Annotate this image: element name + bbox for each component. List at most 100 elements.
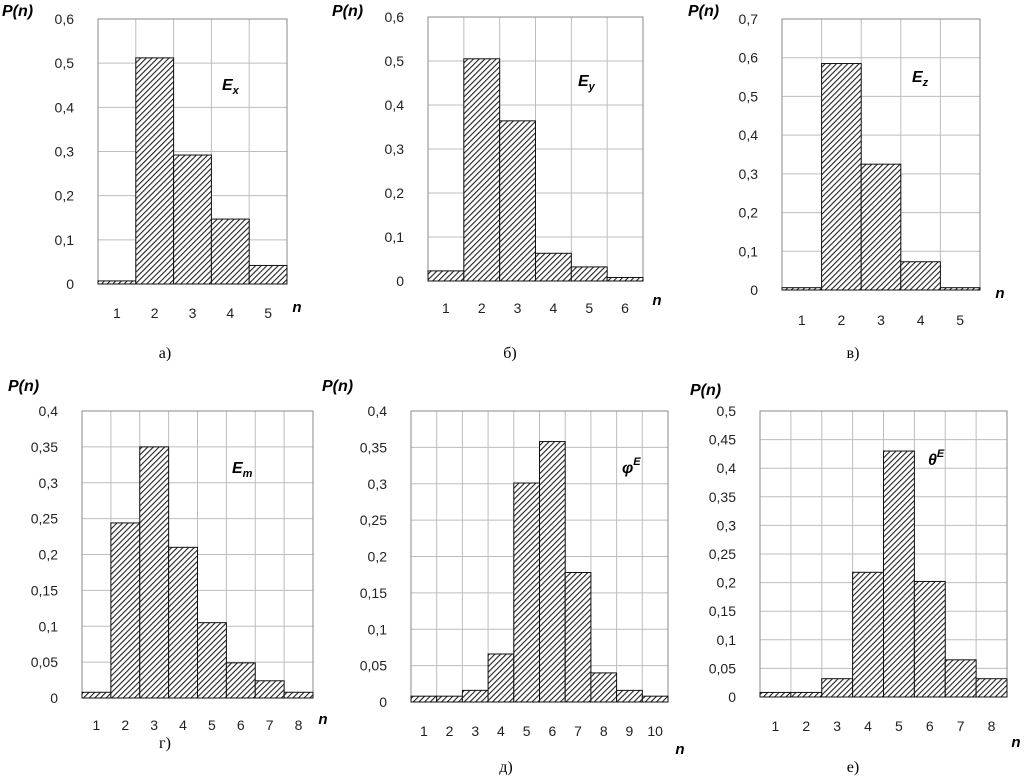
x-tick-label: 2 <box>478 300 486 316</box>
y-tick-label: 0,3 <box>385 141 405 157</box>
y-tick-label: 0 <box>750 282 758 298</box>
x-tick-label: 3 <box>877 312 885 328</box>
y-tick-label: 0,35 <box>31 439 58 455</box>
panel-caption: в) <box>847 345 860 362</box>
y-axis-label: P(n) <box>690 382 721 399</box>
y-tick-label: 0,2 <box>39 547 59 563</box>
x-tick-label: 4 <box>226 305 234 321</box>
y-tick-label: 0,2 <box>385 185 405 201</box>
bar-5 <box>570 266 608 282</box>
chart-panel-2: 0 0,1 0,2 0,3 0,4 0,5 0,6 1 2 3 4 5 6 P(n) n Ey б) <box>332 3 662 362</box>
chart-panel-3: 0 0,1 0,2 0,3 0,4 0,5 0,6 0,7 1 2 3 4 5 P(n) n Ez в) <box>688 3 1005 362</box>
y-tick-label: 0,4 <box>717 460 737 476</box>
x-tick-label: 10 <box>647 723 663 739</box>
bar-3 <box>860 163 902 291</box>
y-tick-label: 0,15 <box>360 585 387 601</box>
x-tick-label: 4 <box>497 723 505 739</box>
y-tick-label: 0,3 <box>55 144 75 160</box>
bar-6 <box>606 276 644 282</box>
y-tick-label: 0,6 <box>739 50 759 66</box>
bar-8 <box>590 672 618 703</box>
x-tick-label: 2 <box>151 305 159 321</box>
y-axis-label: P(n) <box>332 3 363 20</box>
bar-7 <box>564 572 592 703</box>
y-tick-label: 0,5 <box>385 53 405 69</box>
bar-3 <box>461 689 489 703</box>
panel-caption: д) <box>499 759 512 776</box>
x-tick-label: 6 <box>548 723 556 739</box>
bar-1 <box>97 280 137 285</box>
y-tick-label: 0,6 <box>55 11 75 27</box>
y-tick-label: 0,2 <box>55 188 75 204</box>
y-tick-label: 0,25 <box>31 511 58 527</box>
y-tick-label: 0,4 <box>368 403 388 419</box>
y-tick-label: 0,2 <box>717 575 737 591</box>
y-axis-label: P(n) <box>688 3 719 20</box>
x-axis-label: n <box>318 711 327 728</box>
bar-8 <box>283 691 314 699</box>
x-tick-label: 8 <box>295 717 303 733</box>
x-tick-label: 2 <box>121 717 129 733</box>
x-tick-label: 5 <box>585 300 593 316</box>
bar-9 <box>616 689 643 703</box>
bar-7 <box>944 659 977 698</box>
y-tick-label: 0,4 <box>739 127 759 143</box>
y-tick-label: 0 <box>50 690 58 706</box>
x-tick-label: 1 <box>772 718 780 734</box>
x-tick-label: 3 <box>471 723 479 739</box>
x-axis-label: n <box>652 292 661 309</box>
x-tick-label: 1 <box>420 723 428 739</box>
x-tick-label: 8 <box>600 723 608 739</box>
y-axis-label: P(n) <box>322 378 353 395</box>
panel-caption: е) <box>847 759 859 776</box>
bar-1 <box>410 695 438 703</box>
x-axis-label: n <box>995 285 1004 302</box>
x-tick-label: 7 <box>266 717 274 733</box>
x-tick-label: 5 <box>264 305 272 321</box>
bar-2 <box>135 57 175 285</box>
series-annotation: θE <box>928 448 945 469</box>
y-tick-label: 0,25 <box>709 546 736 562</box>
bar-2 <box>463 58 501 282</box>
bar-5 <box>197 622 227 699</box>
bar-10 <box>641 695 669 703</box>
y-tick-label: 0,1 <box>55 232 75 248</box>
chart-panel-6: 0 0,05 0,1 0,15 0,2 0,25 0,3 0,35 0,4 0,45 0,5 1 2 3 4… <box>690 382 1021 776</box>
x-tick-label: 7 <box>574 723 582 739</box>
y-tick-label: 0,5 <box>739 88 759 104</box>
y-tick-label: 0,05 <box>31 654 58 670</box>
y-tick-label: 0,2 <box>368 549 388 565</box>
x-tick-label: 9 <box>626 723 634 739</box>
x-tick-label: 3 <box>833 718 841 734</box>
x-tick-label: 1 <box>113 305 121 321</box>
bar-6 <box>913 580 946 698</box>
y-tick-label: 0,45 <box>709 432 736 448</box>
chart-panel-4: 0 0,05 0,1 0,15 0,2 0,25 0,3 0,35 0,4 1 2 3 4 5 6 7 8 P(n… <box>8 378 328 752</box>
x-tick-label: 8 <box>988 718 996 734</box>
bar-4 <box>210 218 250 285</box>
x-tick-label: 5 <box>956 312 964 328</box>
y-tick-label: 0,5 <box>55 55 75 71</box>
y-tick-label: 0,5 <box>717 403 737 419</box>
x-tick-label: 4 <box>179 717 187 733</box>
x-tick-label: 2 <box>802 718 810 734</box>
y-tick-label: 0,1 <box>368 621 388 637</box>
y-tick-label: 0,6 <box>385 9 405 25</box>
y-tick-label: 0 <box>728 689 736 705</box>
y-axis-label: P(n) <box>8 378 39 395</box>
y-tick-label: 0,3 <box>739 166 759 182</box>
panel-caption: а) <box>159 345 171 362</box>
panel-caption: г) <box>159 735 171 752</box>
bar-4 <box>487 653 515 703</box>
y-tick-label: 0,25 <box>360 512 387 528</box>
x-tick-label: 1 <box>93 717 101 733</box>
bar-5 <box>248 264 288 285</box>
y-tick-label: 0,4 <box>39 403 59 419</box>
x-tick-label: 3 <box>514 300 522 316</box>
x-tick-label: 7 <box>957 718 965 734</box>
y-tick-label: 0,3 <box>368 476 388 492</box>
bar-2 <box>436 695 463 703</box>
y-tick-label: 0,3 <box>39 475 59 491</box>
y-tick-label: 0 <box>379 694 387 710</box>
